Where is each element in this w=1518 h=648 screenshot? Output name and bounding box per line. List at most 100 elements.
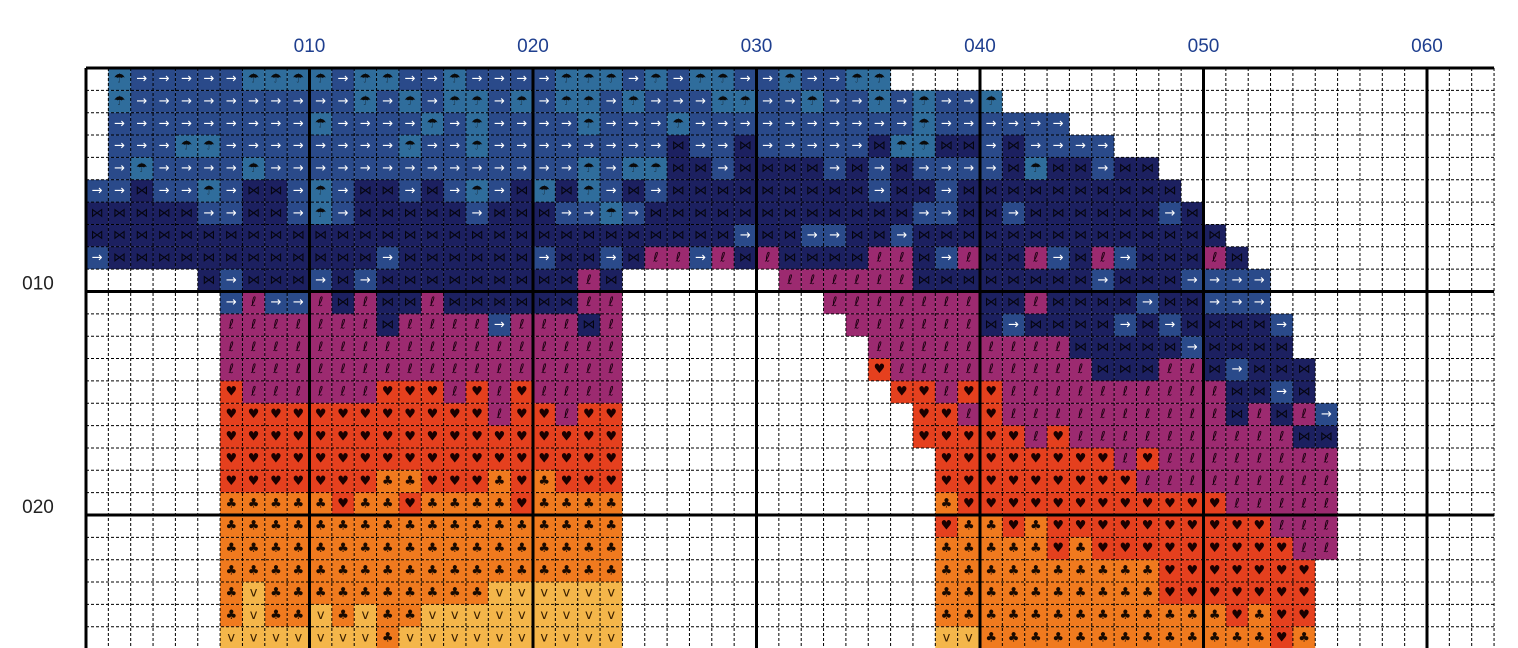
stitch-symbol: ⋈ [1119, 273, 1132, 288]
stitch-symbol: ⋈ [269, 250, 282, 265]
stitch-symbol: ♥ [516, 407, 528, 422]
stitch-symbol: ♣ [1254, 630, 1266, 645]
stitch-symbol: ♣ [516, 563, 528, 578]
stitch-symbol: ⋈ [1096, 206, 1109, 221]
stitch-symbol: ⋈ [1186, 295, 1199, 310]
stitch-cell [421, 425, 444, 448]
stitch-symbol: → [740, 116, 751, 131]
stitch-symbol: → [293, 139, 304, 154]
stitch-symbol: ♣ [605, 519, 617, 534]
stitch-symbol: ☂ [583, 94, 595, 109]
stitch-cell [711, 179, 735, 203]
stitch-symbol: ⋈ [784, 206, 797, 221]
stitch-cell [600, 90, 623, 113]
stitch-cell [734, 112, 757, 136]
stitch-symbol: ⋈ [292, 228, 305, 243]
stitch-cell [1203, 358, 1226, 381]
stitch-cell [398, 403, 422, 426]
stitch-symbol: ℓ [1055, 362, 1061, 377]
stitch-cell [398, 135, 422, 158]
stitch-cell [622, 157, 645, 180]
stitch-cell [242, 135, 265, 158]
stitch-symbol: → [539, 72, 550, 87]
stitch-cell [622, 224, 645, 247]
stitch-symbol: ⋈ [1186, 228, 1199, 243]
stitch-cell [711, 68, 735, 91]
stitch-symbol: ♣ [382, 608, 394, 623]
stitch-cell [108, 112, 131, 136]
stitch-symbol: ℓ [1189, 474, 1195, 489]
stitch-symbol: → [963, 161, 974, 176]
stitch-cell [354, 246, 377, 270]
stitch-cell [890, 358, 913, 381]
stitch-symbol: → [628, 116, 639, 131]
stitch-symbol: ♣ [963, 541, 975, 556]
stitch-symbol: ℓ [1099, 250, 1105, 265]
stitch-symbol: ⋈ [404, 228, 417, 243]
stitch-cell [153, 90, 176, 113]
stitch-symbol: ♥ [404, 385, 416, 400]
stitch-symbol: ℓ [339, 340, 345, 355]
stitch-symbol: ⋈ [135, 183, 148, 198]
stitch-cell [689, 68, 712, 91]
stitch-cell [957, 313, 980, 337]
stitch-symbol: ♣ [404, 608, 416, 623]
stitch-symbol: ♥ [225, 429, 237, 444]
stitch-cell [264, 425, 288, 448]
stitch-symbol: ☂ [807, 94, 819, 109]
stitch-cell [644, 224, 668, 247]
stitch-symbol: → [561, 139, 572, 154]
stitch-symbol: → [248, 116, 259, 131]
stitch-symbol: ♥ [1254, 519, 1266, 534]
stitch-symbol: ℓ [920, 318, 926, 333]
stitch-symbol: ⋈ [1253, 385, 1266, 400]
stitch-symbol: ℓ [764, 250, 770, 265]
stitch-symbol: ♥ [248, 474, 260, 489]
stitch-cell [287, 90, 310, 113]
stitch-cell [354, 202, 377, 225]
stitch-cell [220, 202, 243, 225]
stitch-symbol: ℓ [339, 318, 345, 333]
stitch-symbol: ⋈ [1007, 161, 1020, 176]
stitch-symbol: ℓ [1144, 474, 1150, 489]
stitch-symbol: ⋈ [985, 228, 998, 243]
stitch-cell [488, 425, 511, 448]
stitch-cell [488, 403, 511, 426]
stitch-symbol: ♣ [360, 563, 372, 578]
stitch-symbol: ℓ [1032, 295, 1038, 310]
stitch-cell [957, 403, 980, 426]
stitch-cell [488, 246, 511, 270]
stitch-symbol: ♥ [270, 474, 282, 489]
stitch-symbol: ☂ [918, 94, 930, 109]
stitch-symbol: → [226, 183, 237, 198]
stitch-symbol: ☂ [181, 139, 193, 154]
stitch-symbol: ⋈ [1074, 273, 1087, 288]
stitch-symbol: ℓ [451, 385, 457, 400]
stitch-symbol: ℓ [853, 318, 859, 333]
stitch-cell [197, 269, 221, 292]
stitch-cell [398, 90, 422, 113]
stitch-symbol: ⋈ [873, 139, 886, 154]
stitch-cell [801, 224, 824, 247]
stitch-symbol: ℓ [1122, 385, 1128, 400]
stitch-cell [331, 112, 355, 136]
stitch-symbol: → [159, 183, 170, 198]
stitch-symbol: ♥ [225, 474, 237, 489]
stitch-symbol: ⋈ [91, 228, 104, 243]
stitch-symbol: v [429, 608, 437, 623]
stitch-symbol: v [563, 608, 571, 623]
stitch-symbol: ℓ [228, 318, 234, 333]
stitch-symbol: ♥ [248, 429, 260, 444]
stitch-symbol: ℓ [406, 318, 412, 333]
stitch-cell [1136, 313, 1159, 337]
stitch-symbol: ☂ [851, 72, 863, 87]
stitch-symbol: ⋈ [761, 228, 774, 243]
stitch-symbol: ♣ [292, 586, 304, 601]
stitch-cell [555, 269, 578, 292]
stitch-symbol: ♥ [896, 385, 908, 400]
stitch-cell [421, 135, 444, 158]
stitch-symbol: ⋈ [1320, 429, 1333, 444]
stitch-cell [376, 425, 399, 448]
stitch-symbol: ⋈ [515, 250, 528, 265]
stitch-cell [1203, 224, 1226, 247]
